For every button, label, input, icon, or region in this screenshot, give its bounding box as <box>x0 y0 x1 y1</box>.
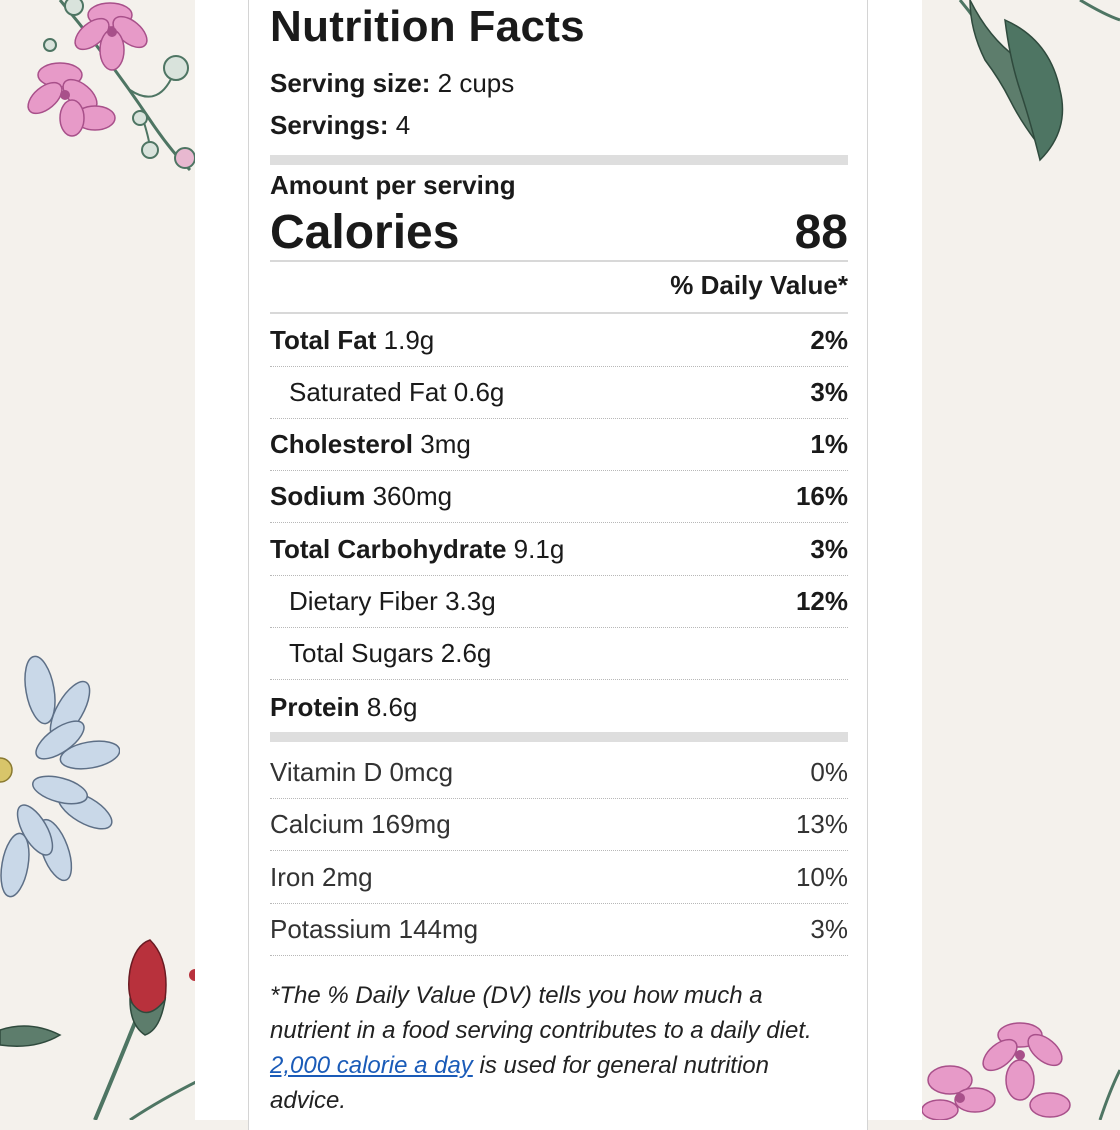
servings-label: Servings: <box>270 110 389 140</box>
vitamin-daily-value: 3% <box>810 914 848 944</box>
nutrient-row-dietary-fiber: Dietary Fiber 3.3g 12% <box>270 576 848 628</box>
daily-value-header: % Daily Value* <box>670 270 848 300</box>
section-divider-thick <box>270 155 848 165</box>
pink-flowers-bottom-right-illustration <box>921 1022 1120 1120</box>
daily-value-footnote: *The % Daily Value (DV) tells you how mu… <box>270 978 848 1118</box>
vitamin-row-iron: Iron 2mg 10% <box>270 852 848 904</box>
red-bud-bottom-left-illustration <box>0 939 200 1120</box>
nutrition-facts-title: Nutrition Facts <box>270 2 585 51</box>
nutrient-amount: 1.9g <box>383 325 435 355</box>
vitamin-name: Potassium <box>270 914 392 944</box>
nutrient-name: Cholesterol <box>270 429 414 459</box>
nutrient-daily-value: 12% <box>795 586 848 616</box>
nutrient-amount: 0.6g <box>453 377 505 407</box>
nutrient-row-cholesterol: Cholesterol 3mg 1% <box>270 419 848 471</box>
vitamin-name: Iron <box>270 862 315 892</box>
nutrient-row-protein: Protein 8.6g <box>270 681 848 733</box>
vitamin-amount: 169mg <box>371 809 451 839</box>
vitamin-name: Vitamin D <box>270 757 383 787</box>
vitamin-name: Calcium <box>270 809 364 839</box>
nutrient-amount: 9.1g <box>513 534 565 564</box>
nutrient-daily-value: 2% <box>810 325 848 355</box>
blue-daisy-left-illustration <box>0 655 120 898</box>
calories-divider <box>270 260 848 262</box>
footnote-text: *The % Daily Value (DV) tells you how mu… <box>270 982 812 1044</box>
serving-size-label: Serving size: <box>270 68 431 98</box>
vitamin-daily-value: 13% <box>795 809 848 839</box>
vitamin-row-calcium: Calcium 169mg 13% <box>270 799 848 851</box>
nutrient-name: Total Carbohydrate <box>270 534 507 564</box>
serving-size-value: 2 cups <box>437 68 515 98</box>
nutrient-amount: 3.3g <box>445 586 496 616</box>
vitamin-row-potassium: Potassium 144mg 3% <box>270 904 848 956</box>
nutrient-amount: 8.6g <box>366 691 418 722</box>
nutrient-row-saturated-fat: Saturated Fat 0.6g 3% <box>270 367 848 419</box>
vitamin-row-vitamin-d: Vitamin D 0mcg 0% <box>270 747 848 799</box>
servings: Servings: 4 <box>270 110 848 141</box>
serving-size: Serving size: 2 cups <box>270 68 848 99</box>
vitamin-amount: 144mg <box>398 914 479 944</box>
pink-flowers-top-left-illustration <box>27 0 196 172</box>
footnote-text-after: is used for general nutrition advice. <box>270 1052 769 1114</box>
nutrient-name: Total Sugars <box>289 638 434 668</box>
amount-per-serving: Amount per serving <box>270 170 516 200</box>
nutrient-amount: 360mg <box>372 481 453 511</box>
nutrition-label-panel <box>248 0 868 1130</box>
nutrient-name: Protein <box>270 691 360 722</box>
nutrient-daily-value: 1% <box>810 429 848 459</box>
calories-row: Calories 88 <box>270 205 848 260</box>
nutrient-amount: 3mg <box>420 429 471 459</box>
vitamin-amount: 0mcg <box>389 757 454 787</box>
nutrient-name: Saturated Fat <box>289 377 447 407</box>
nutrient-name: Sodium <box>270 481 366 511</box>
nutrient-row-total-sugars: Total Sugars 2.6g <box>270 628 848 680</box>
nutrient-amount: 2.6g <box>440 638 492 668</box>
calorie-guidance-link[interactable]: 2,000 calorie a day <box>270 1052 473 1079</box>
vitamin-amount: 2mg <box>322 862 373 892</box>
nutrient-daily-value: 16% <box>795 481 848 511</box>
green-leaf-top-right-illustration <box>958 0 1120 162</box>
nutrient-daily-value: 3% <box>810 534 848 564</box>
calories-label: Calories <box>270 206 460 259</box>
nutrient-row-sodium: Sodium 360mg 16% <box>270 471 848 523</box>
vitamin-daily-value: 10% <box>795 862 848 892</box>
nutrient-name: Dietary Fiber <box>289 586 438 616</box>
vitamins-divider-thick <box>270 732 848 742</box>
nutrients-top-divider <box>270 312 848 314</box>
servings-value: 4 <box>395 110 411 140</box>
nutrient-daily-value: 3% <box>810 377 848 407</box>
nutrient-row-total-carbohydrate: Total Carbohydrate 9.1g 3% <box>270 524 848 576</box>
vitamin-daily-value: 0% <box>810 757 848 787</box>
nutrient-row-total-fat: Total Fat 1.9g 2% <box>270 315 848 367</box>
nutrient-name: Total Fat <box>270 325 377 355</box>
calories-value: 88 <box>794 206 848 259</box>
